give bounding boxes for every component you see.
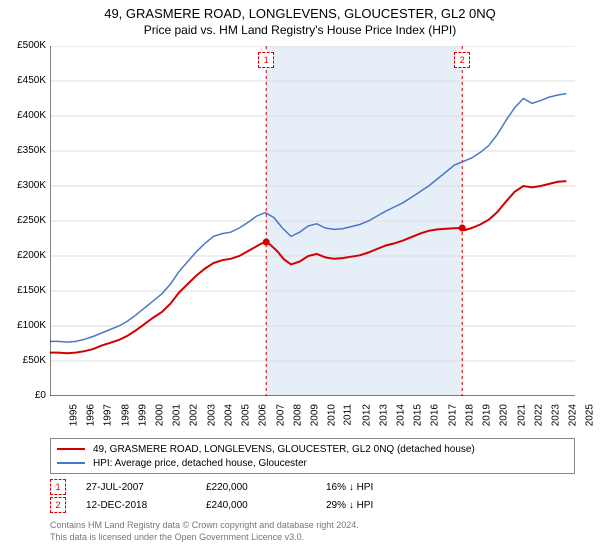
- sale-date: 27-JUL-2007: [86, 482, 206, 493]
- x-axis-label: 2005: [240, 404, 251, 426]
- x-axis-label: 2003: [206, 404, 217, 426]
- x-axis-label: 2011: [343, 404, 354, 426]
- x-axis-label: 2008: [292, 404, 303, 426]
- y-axis-label: £400K: [2, 110, 46, 121]
- y-axis-label: £500K: [2, 40, 46, 51]
- sale-diff: 29% ↓ HPI: [326, 500, 446, 511]
- y-axis-label: £150K: [2, 285, 46, 296]
- x-axis-label: 2021: [516, 404, 527, 426]
- y-axis-label: £100K: [2, 320, 46, 331]
- x-axis-label: 1995: [68, 404, 79, 426]
- x-axis-label: 2013: [378, 404, 389, 426]
- x-axis-label: 1997: [103, 404, 114, 426]
- y-axis-label: £300K: [2, 180, 46, 191]
- sales-row: 1 27-JUL-2007 £220,000 16% ↓ HPI: [50, 478, 575, 496]
- y-axis-label: £250K: [2, 215, 46, 226]
- sale-marker-icon: 1: [258, 52, 274, 68]
- sale-diff: 16% ↓ HPI: [326, 482, 446, 493]
- x-axis-label: 2004: [223, 404, 234, 426]
- x-axis-label: 1998: [120, 404, 131, 426]
- x-axis-label: 2001: [172, 404, 183, 426]
- legend: 49, GRASMERE ROAD, LONGLEVENS, GLOUCESTE…: [50, 438, 575, 474]
- y-axis-label: £50K: [2, 355, 46, 366]
- sales-table: 1 27-JUL-2007 £220,000 16% ↓ HPI 2 12-DE…: [50, 478, 575, 514]
- x-axis-label: 2002: [189, 404, 200, 426]
- x-axis-label: 2020: [499, 404, 510, 426]
- y-axis-label: £450K: [2, 75, 46, 86]
- credits: Contains HM Land Registry data © Crown c…: [50, 520, 359, 543]
- legend-label: HPI: Average price, detached house, Glou…: [93, 458, 307, 469]
- sale-marker-icon: 2: [50, 497, 66, 513]
- x-axis-label: 2010: [326, 404, 337, 426]
- x-axis-label: 2014: [395, 404, 406, 426]
- x-axis-label: 2016: [430, 404, 441, 426]
- chart-plot-area: [50, 46, 575, 396]
- credits-line: This data is licensed under the Open Gov…: [50, 532, 359, 544]
- legend-item: HPI: Average price, detached house, Glou…: [57, 456, 568, 470]
- credits-line: Contains HM Land Registry data © Crown c…: [50, 520, 359, 532]
- legend-label: 49, GRASMERE ROAD, LONGLEVENS, GLOUCESTE…: [93, 444, 475, 455]
- sales-row: 2 12-DEC-2018 £240,000 29% ↓ HPI: [50, 496, 575, 514]
- legend-swatch: [57, 448, 85, 450]
- x-axis-label: 2024: [567, 404, 578, 426]
- sale-date: 12-DEC-2018: [86, 500, 206, 511]
- x-axis-label: 2012: [361, 404, 372, 426]
- x-axis-label: 2019: [481, 404, 492, 426]
- chart-title: 49, GRASMERE ROAD, LONGLEVENS, GLOUCESTE…: [0, 6, 600, 21]
- x-axis-label: 2007: [275, 404, 286, 426]
- y-axis-label: £200K: [2, 250, 46, 261]
- sale-marker-icon: 2: [454, 52, 470, 68]
- x-axis-label: 2009: [309, 404, 320, 426]
- y-axis-label: £350K: [2, 145, 46, 156]
- x-axis-label: 2017: [447, 404, 458, 426]
- sale-price: £220,000: [206, 482, 326, 493]
- x-axis-label: 2025: [585, 404, 596, 426]
- legend-item: 49, GRASMERE ROAD, LONGLEVENS, GLOUCESTE…: [57, 442, 568, 456]
- y-axis-label: £0: [2, 390, 46, 401]
- x-axis-label: 2022: [533, 404, 544, 426]
- sale-price: £240,000: [206, 500, 326, 511]
- chart-subtitle: Price paid vs. HM Land Registry's House …: [0, 23, 600, 37]
- x-axis-label: 2006: [258, 404, 269, 426]
- x-axis-label: 2018: [464, 404, 475, 426]
- sale-marker-icon: 1: [50, 479, 66, 495]
- x-axis-label: 2015: [413, 404, 424, 426]
- legend-swatch: [57, 462, 85, 464]
- x-axis-label: 1996: [85, 404, 96, 426]
- x-axis-label: 2023: [550, 404, 561, 426]
- x-axis-label: 1999: [137, 404, 148, 426]
- x-axis-label: 2000: [154, 404, 165, 426]
